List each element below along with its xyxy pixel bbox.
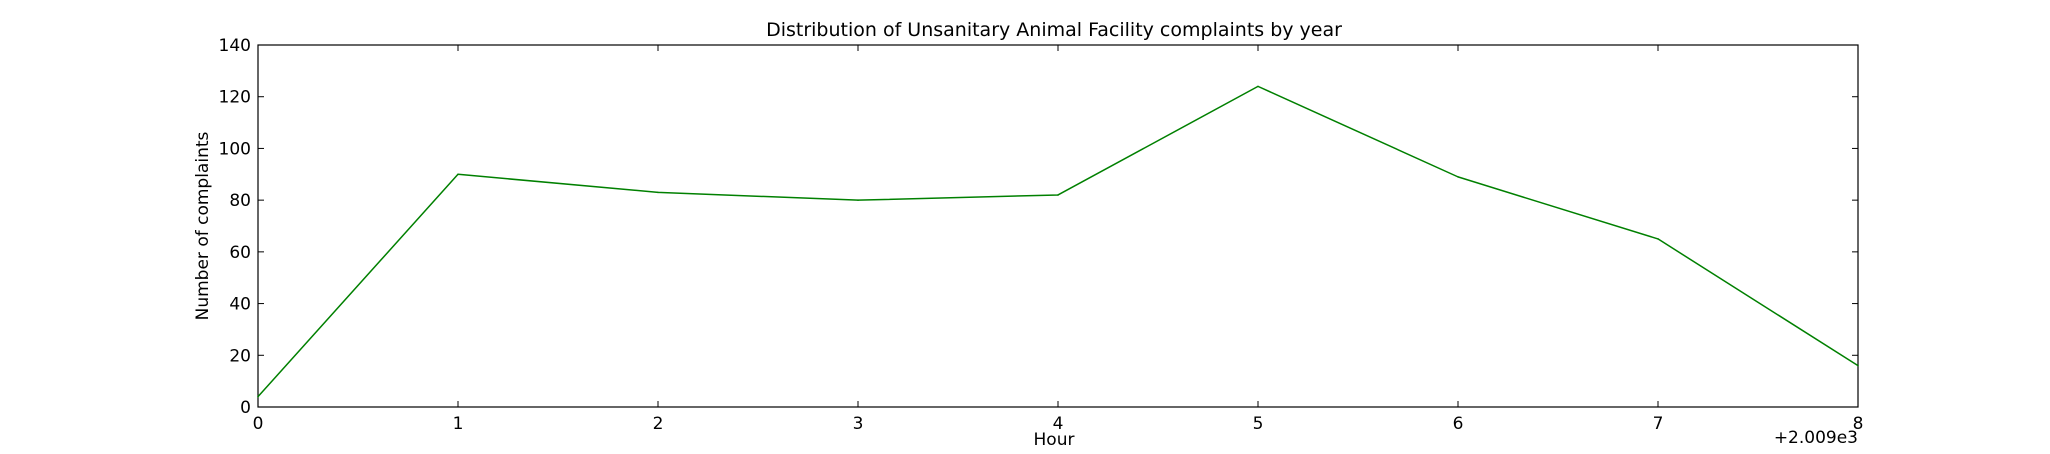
data-point (1857, 364, 1859, 367)
data-point (1057, 194, 1059, 196)
data-point (257, 395, 259, 398)
x-axis-label: Hour (1034, 430, 1075, 450)
data-point (857, 199, 859, 201)
x-tick-label: 4 (1053, 414, 1064, 434)
y-tick-label: 20 (229, 346, 251, 366)
x-tick-label: 2 (653, 414, 664, 434)
x-tick-label: 5 (1253, 414, 1264, 434)
y-tick-label: 100 (219, 139, 251, 159)
x-tick-label: 3 (853, 414, 864, 434)
y-tick-label: 40 (229, 295, 251, 315)
x-tick-label: 8 (1853, 414, 1864, 434)
data-point (1657, 238, 1659, 240)
x-axis-offset-label: +2.009e3 (1774, 428, 1858, 448)
y-tick-label: 60 (229, 243, 251, 263)
series-line (257, 85, 1859, 398)
y-tick-label: 140 (219, 36, 251, 56)
y-axis-label: Number of complaints (193, 131, 213, 320)
data-point (657, 191, 659, 194)
data-point (1457, 176, 1459, 178)
x-tick-label: 7 (1653, 414, 1664, 434)
y-tick-label: 80 (229, 191, 251, 211)
chart-title: Distribution of Unsanitary Animal Facili… (766, 19, 1342, 41)
x-tick-label: 6 (1453, 414, 1464, 434)
y-tick-label: 120 (219, 88, 251, 108)
data-point (457, 173, 459, 176)
x-tick-label: 0 (253, 414, 264, 434)
y-tick-label: 0 (240, 398, 251, 418)
x-tick-label: 1 (453, 414, 464, 434)
data-point (1257, 85, 1259, 88)
